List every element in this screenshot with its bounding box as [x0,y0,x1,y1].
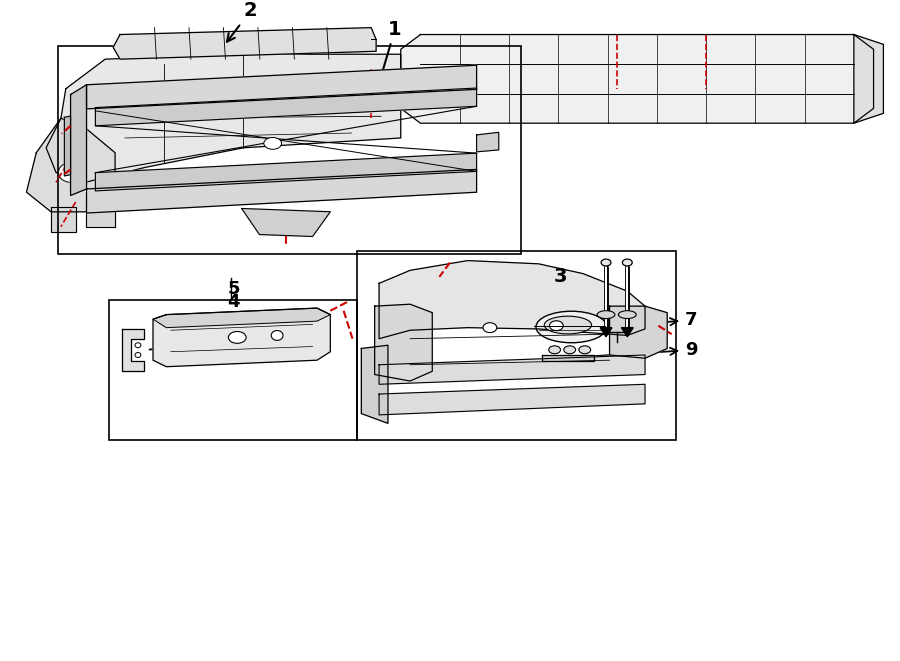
Text: 6: 6 [149,333,237,351]
Polygon shape [153,308,330,328]
Polygon shape [70,85,86,196]
Ellipse shape [264,137,282,149]
Ellipse shape [623,259,632,266]
Polygon shape [242,208,330,237]
Polygon shape [65,116,70,176]
Polygon shape [113,28,376,59]
Polygon shape [621,328,634,336]
Ellipse shape [601,259,611,266]
Polygon shape [379,260,645,338]
Ellipse shape [549,346,561,354]
Polygon shape [609,306,667,358]
Ellipse shape [58,163,83,182]
Text: 4: 4 [228,293,240,311]
Bar [357,251,676,440]
Ellipse shape [229,332,246,343]
Polygon shape [153,308,330,367]
Polygon shape [361,345,388,423]
Polygon shape [26,118,115,212]
Text: 7: 7 [606,311,698,329]
Ellipse shape [271,330,283,340]
Text: 5: 5 [228,280,240,298]
Ellipse shape [135,352,141,358]
Polygon shape [600,328,612,336]
Ellipse shape [135,343,141,348]
Ellipse shape [544,316,591,334]
Polygon shape [86,65,477,109]
Ellipse shape [563,346,576,354]
Polygon shape [51,207,76,231]
Text: 3: 3 [554,267,568,286]
Text: 9: 9 [595,341,698,359]
Ellipse shape [536,311,607,343]
Polygon shape [46,54,400,182]
Ellipse shape [483,323,497,332]
Text: 1: 1 [374,20,401,93]
Ellipse shape [618,311,636,319]
Polygon shape [379,355,645,384]
Polygon shape [854,34,884,123]
Polygon shape [542,355,594,362]
Polygon shape [86,205,115,227]
Text: 8: 8 [610,344,623,366]
Text: 2: 2 [227,1,257,42]
Polygon shape [122,329,144,371]
Polygon shape [86,169,477,213]
Bar [109,299,357,440]
Ellipse shape [579,346,590,354]
Polygon shape [95,88,477,126]
Polygon shape [374,304,432,381]
Polygon shape [477,132,499,152]
Ellipse shape [550,321,563,330]
Bar [58,46,521,254]
Ellipse shape [598,311,615,319]
Polygon shape [379,384,645,415]
Polygon shape [95,153,477,191]
Polygon shape [400,34,874,123]
